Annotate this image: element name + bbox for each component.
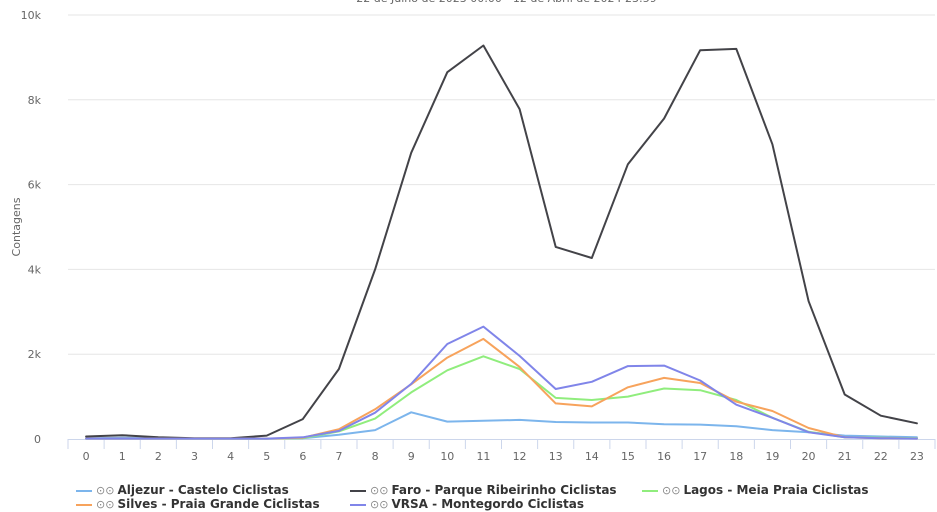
legend-item[interactable]: ⊙⊙ Lagos - Meia Praia Ciclistas (642, 483, 869, 498)
x-tick-label: 23 (910, 450, 924, 463)
bicycle-icon: ⊙⊙ (96, 484, 115, 497)
x-tick-label: 5 (263, 450, 270, 463)
legend-label: Faro - Parque Ribeirinho Ciclistas (391, 483, 617, 497)
legend-label: Silves - Praia Grande Ciclistas (117, 497, 320, 511)
y-tick-label: 8k (28, 94, 42, 107)
x-tick-label: 20 (802, 450, 816, 463)
legend-swatch (76, 489, 92, 492)
legend-label: VRSA - Montegordo Ciclistas (391, 497, 584, 511)
x-tick-label: 14 (585, 450, 599, 463)
x-tick-label: 10 (440, 450, 454, 463)
legend-swatch (76, 503, 92, 506)
legend-item[interactable]: ⊙⊙ Silves - Praia Grande Ciclistas (76, 497, 320, 512)
legend-swatch (350, 489, 366, 492)
y-tick-label: 10k (21, 9, 42, 22)
x-tick-label: 11 (476, 450, 490, 463)
x-tick-label: 12 (513, 450, 527, 463)
legend-swatch (642, 489, 658, 492)
y-axis-title: Contagens (10, 197, 23, 256)
legend-item[interactable]: ⊙⊙ Aljezur - Castelo Ciclistas (76, 483, 289, 498)
x-tick-label: 8 (372, 450, 379, 463)
legend-item[interactable]: ⊙⊙ Faro - Parque Ribeirinho Ciclistas (350, 483, 617, 498)
bicycle-icon: ⊙⊙ (370, 484, 389, 497)
legend-swatch (350, 503, 366, 506)
x-tick-label: 13 (549, 450, 563, 463)
x-tick-label: 22 (874, 450, 888, 463)
x-tick-label: 3 (191, 450, 198, 463)
x-tick-label: 21 (838, 450, 852, 463)
x-tick-label: 18 (729, 450, 743, 463)
legend-label: Aljezur - Castelo Ciclistas (117, 483, 289, 497)
chart-subtitle: 22 de Julho de 2023 00:00 - 12 de Abril … (356, 0, 656, 5)
x-tick-label: 9 (408, 450, 415, 463)
legend-label: Lagos - Meia Praia Ciclistas (683, 483, 869, 497)
x-tick-label: 17 (693, 450, 707, 463)
x-tick-label: 1 (119, 450, 126, 463)
x-tick-label: 0 (83, 450, 90, 463)
y-tick-label: 0 (34, 433, 41, 446)
y-tick-label: 6k (28, 179, 42, 192)
x-tick-label: 7 (335, 450, 342, 463)
series-line-5 (85, 325, 918, 440)
x-tick-label: 2 (155, 450, 162, 463)
bicycle-icon: ⊙⊙ (370, 498, 389, 511)
y-tick-label: 2k (28, 348, 42, 361)
legend-item[interactable]: ⊙⊙ VRSA - Montegordo Ciclistas (350, 497, 584, 512)
x-tick-label: 15 (621, 450, 635, 463)
series-line-2 (85, 44, 918, 440)
x-tick-label: 6 (299, 450, 306, 463)
x-tick-label: 19 (765, 450, 779, 463)
x-tick-label: 4 (227, 450, 234, 463)
bicycle-icon: ⊙⊙ (662, 484, 681, 497)
bicycle-icon: ⊙⊙ (96, 498, 115, 511)
x-tick-label: 16 (657, 450, 671, 463)
y-tick-label: 4k (28, 263, 42, 276)
